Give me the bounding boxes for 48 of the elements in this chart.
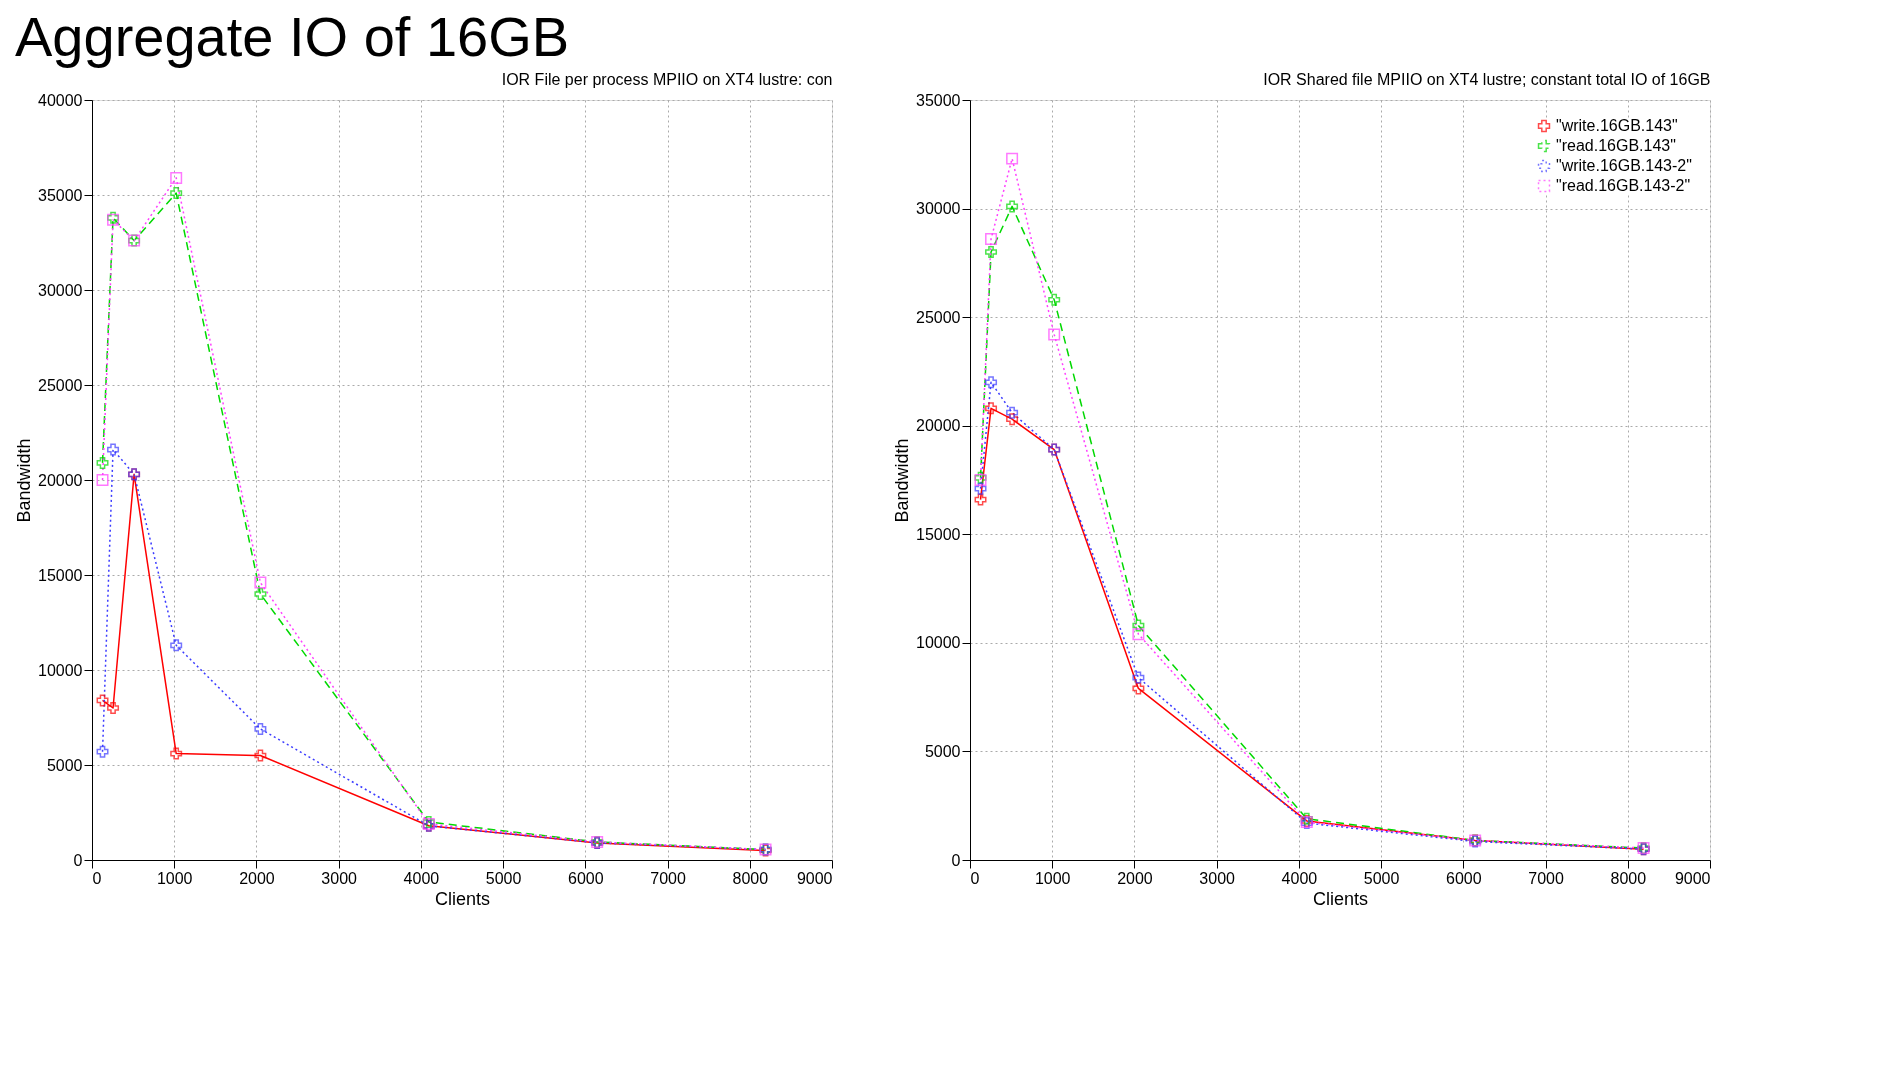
y-tick-label: 5000 <box>46 756 83 774</box>
x-tick-label: 2000 <box>239 869 275 887</box>
y-tick-label: 25000 <box>38 376 83 394</box>
x-tick-label: 1000 <box>1034 869 1071 887</box>
y-tick-label: 0 <box>951 851 961 869</box>
y-tick-label: 15000 <box>916 525 961 543</box>
x-tick-label: 4000 <box>403 869 440 887</box>
x-tick-label: 6000 <box>568 869 604 887</box>
x-axis-title: Clients <box>434 888 491 909</box>
legend-label: "write.16GB.143-2" <box>1556 157 1692 174</box>
y-tick-label: 40000 <box>38 91 83 109</box>
y-tick-label: 20000 <box>38 471 83 489</box>
x-tick-label: 7000 <box>650 869 686 887</box>
y-tick-label: 20000 <box>916 417 961 435</box>
x-tick-label: 5000 <box>485 869 522 887</box>
x-tick-label: 4000 <box>1281 869 1318 887</box>
legend-label: "read.16GB.143-2" <box>1556 177 1691 194</box>
x-tick-label: 0 <box>92 869 102 887</box>
y-tick-label: 35000 <box>916 91 961 109</box>
chart-title: IOR Shared file MPIIO on XT4 lustre; constant total IO of 16GB <box>1263 71 1711 88</box>
x-tick-label: 9000 <box>1674 869 1711 887</box>
y-tick-label: 15000 <box>38 566 83 584</box>
x-tick-label: 0 <box>970 869 980 887</box>
y-tick-label: 10000 <box>916 634 961 652</box>
x-tick-label: 3000 <box>321 869 358 887</box>
y-tick-label: 30000 <box>38 281 83 299</box>
y-tick-label: 30000 <box>916 200 961 218</box>
y-tick-label: 5000 <box>924 742 961 760</box>
y-axis-title: Bandwidth <box>892 438 913 523</box>
y-tick-label: 0 <box>73 851 83 869</box>
x-tick-label: 9000 <box>796 869 833 887</box>
x-tick-label: 8000 <box>732 869 769 887</box>
x-tick-label: 1000 <box>156 869 193 887</box>
x-tick-label: 8000 <box>1610 869 1647 887</box>
x-tick-label: 7000 <box>1528 869 1564 887</box>
x-tick-label: 5000 <box>1363 869 1400 887</box>
y-axis-title: Bandwidth <box>14 438 35 523</box>
x-tick-label: 3000 <box>1199 869 1236 887</box>
x-axis-title: Clients <box>1312 888 1369 909</box>
x-tick-label: 6000 <box>1446 869 1482 887</box>
legend-label: "read.16GB.143" <box>1556 137 1676 154</box>
chart-title: IOR File per process MPIIO on XT4 lustre: con <box>501 71 833 88</box>
legend-label: "write.16GB.143" <box>1556 117 1678 134</box>
text: Aggregate IO of 16GB <box>15 4 570 68</box>
x-tick-label: 2000 <box>1117 869 1153 887</box>
y-tick-label: 35000 <box>38 186 83 204</box>
y-tick-label: 10000 <box>38 661 83 679</box>
y-tick-label: 25000 <box>916 308 961 326</box>
